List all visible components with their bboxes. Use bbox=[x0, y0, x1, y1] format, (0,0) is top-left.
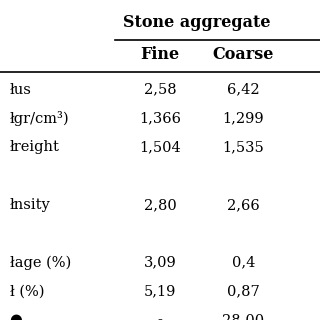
Text: łgr/cm³): łgr/cm³) bbox=[10, 111, 69, 126]
Text: 2,58: 2,58 bbox=[144, 83, 176, 97]
Text: Fine: Fine bbox=[140, 46, 180, 63]
Text: łreight: łreight bbox=[10, 140, 60, 154]
Text: łnsity: łnsity bbox=[10, 198, 50, 212]
Text: 0,87: 0,87 bbox=[227, 284, 260, 298]
Text: Coarse: Coarse bbox=[212, 46, 274, 63]
Text: łus: łus bbox=[10, 83, 31, 97]
Text: 2,66: 2,66 bbox=[227, 198, 260, 212]
Text: 28,00: 28,00 bbox=[222, 313, 264, 320]
Text: Stone aggregate: Stone aggregate bbox=[123, 14, 270, 31]
Text: 1,504: 1,504 bbox=[139, 140, 181, 154]
Text: 6,42: 6,42 bbox=[227, 83, 260, 97]
Text: 0,4: 0,4 bbox=[231, 255, 255, 269]
Text: 1,299: 1,299 bbox=[222, 111, 264, 125]
Text: 1,366: 1,366 bbox=[139, 111, 181, 125]
Text: łage (%): łage (%) bbox=[10, 255, 71, 269]
Text: 5,19: 5,19 bbox=[144, 284, 176, 298]
Text: 2,80: 2,80 bbox=[144, 198, 176, 212]
Text: -: - bbox=[157, 313, 163, 320]
Text: ł (%): ł (%) bbox=[10, 284, 44, 298]
Text: 3,09: 3,09 bbox=[144, 255, 176, 269]
Text: 1,535: 1,535 bbox=[222, 140, 264, 154]
Text: ●: ● bbox=[10, 313, 22, 320]
